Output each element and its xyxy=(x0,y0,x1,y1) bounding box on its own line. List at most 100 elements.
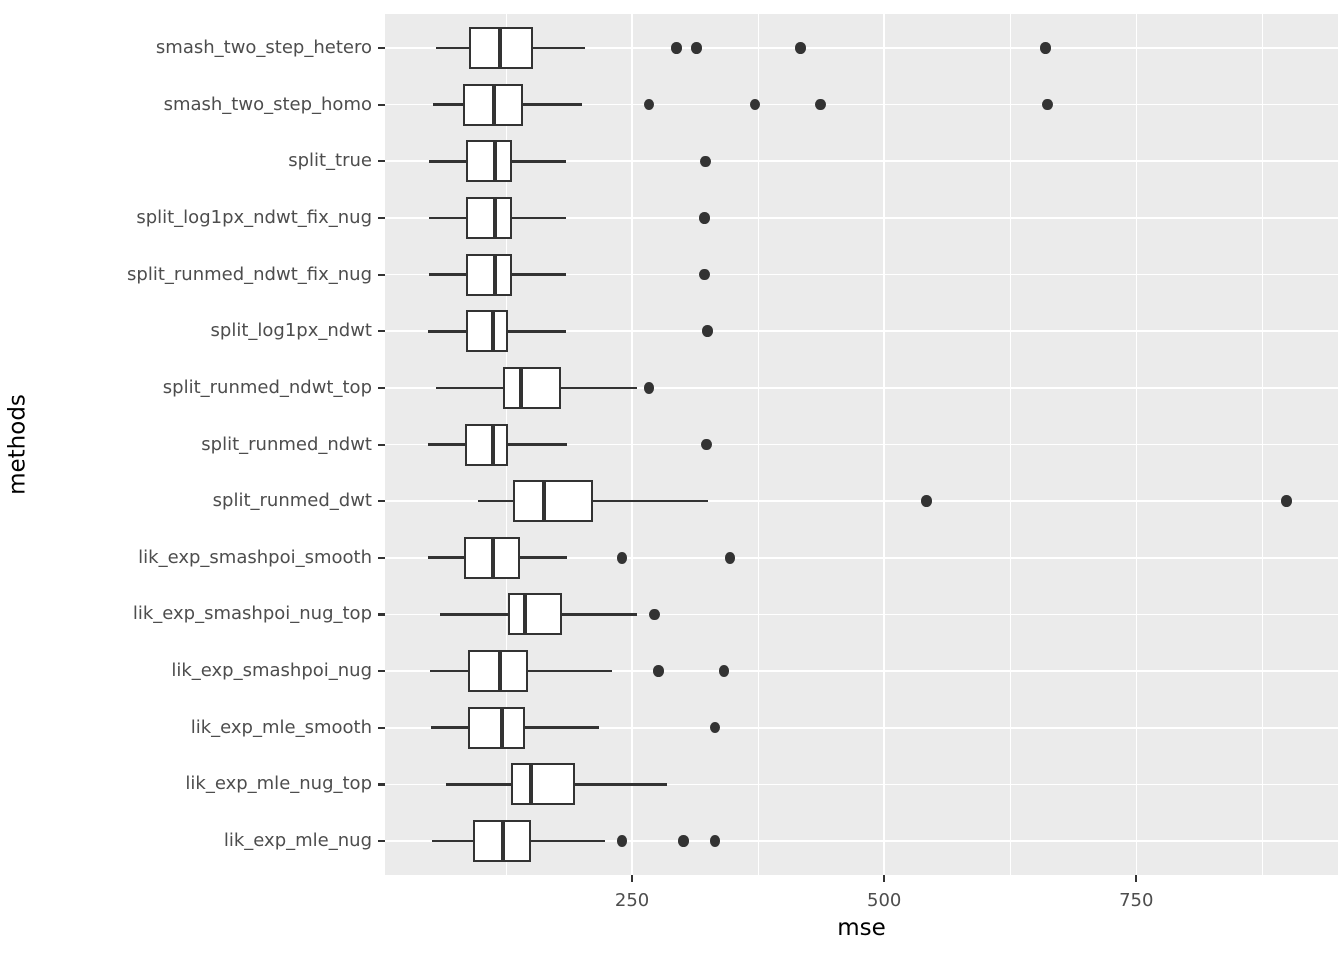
y-axis-category-label: smash_two_step_hetero xyxy=(155,36,372,58)
boxplot-box xyxy=(465,310,509,353)
boxplot-box xyxy=(508,593,563,636)
boxplot-lower-whisker xyxy=(429,273,466,276)
boxplot-outlier-point xyxy=(921,495,932,507)
boxplot-upper-whisker xyxy=(520,556,567,560)
boxplot-outlier-point xyxy=(643,98,655,111)
y-axis-category-label: split_runmed_ndwt_top xyxy=(162,376,372,398)
boxplot-box xyxy=(513,480,593,523)
y-major-gridline xyxy=(385,103,1338,106)
boxplot-upper-whisker xyxy=(512,159,566,163)
boxplot-upper-whisker xyxy=(508,329,566,333)
boxplot-upper-whisker xyxy=(533,46,585,50)
boxplot-median-line xyxy=(491,83,496,126)
boxplot-median-line xyxy=(490,536,495,579)
boxplot-lower-whisker xyxy=(428,329,466,333)
y-axis-tick-mark xyxy=(378,840,385,843)
y-major-gridline xyxy=(385,443,1338,446)
boxplot-outlier-point xyxy=(795,42,806,54)
y-major-gridline xyxy=(385,217,1338,219)
y-axis-category-label: lik_exp_mle_smooth xyxy=(190,716,372,738)
y-axis-tick-mark xyxy=(378,330,385,333)
boxplot-upper-whisker xyxy=(592,499,708,503)
boxplot-lower-whisker xyxy=(440,613,509,616)
boxplot-outlier-point xyxy=(701,438,712,451)
boxplot-upper-whisker xyxy=(562,613,638,616)
boxplot-outlier-point xyxy=(749,98,761,111)
boxplot-lower-whisker xyxy=(429,159,466,163)
y-major-gridline xyxy=(385,500,1338,502)
plot-panel xyxy=(385,14,1338,875)
boxplot-lower-whisker xyxy=(432,839,473,843)
boxplot-outlier-point xyxy=(718,665,730,677)
boxplot-outlier-point xyxy=(653,665,664,677)
boxplot-lower-whisker xyxy=(430,669,468,673)
boxplot-outlier-point xyxy=(678,835,689,847)
boxplot-median-line xyxy=(490,423,495,466)
boxplot-median-line xyxy=(499,706,504,749)
x-axis-tick-mark xyxy=(630,875,634,882)
boxplot-outlier-point xyxy=(702,325,713,337)
boxplot-outlier-point xyxy=(671,42,682,54)
y-major-gridline xyxy=(385,160,1338,163)
y-axis-tick-mark xyxy=(378,726,385,729)
x-axis-tick-mark xyxy=(883,875,886,882)
boxplot-lower-whisker xyxy=(433,103,463,106)
x-axis-tick-mark xyxy=(1135,875,1138,882)
y-axis-title: methods xyxy=(4,393,31,495)
y-axis-category-label: split_runmed_ndwt_fix_nug xyxy=(127,263,372,285)
y-axis-category-label: split_log1px_ndwt xyxy=(210,320,372,342)
boxplot-outlier-point xyxy=(649,608,660,621)
boxplot-outlier-point xyxy=(709,835,721,847)
y-major-gridline xyxy=(385,47,1338,49)
y-axis-category-label: lik_exp_mle_nug_top xyxy=(185,773,372,795)
boxplot-box xyxy=(465,196,513,239)
y-major-gridline xyxy=(385,783,1338,786)
y-axis-tick-mark xyxy=(378,500,385,503)
boxplot-box xyxy=(467,706,526,749)
boxplot-box xyxy=(465,253,513,296)
boxplot-outlier-point xyxy=(616,835,628,847)
boxplot-median-line xyxy=(519,366,524,409)
boxplot-median-line xyxy=(523,593,528,636)
boxplot-box xyxy=(464,423,509,466)
y-axis-tick-mark xyxy=(378,103,385,106)
x-axis-tick-label: 250 xyxy=(614,890,650,911)
y-axis-category-label: split_true xyxy=(288,150,372,172)
boxplot-lower-whisker xyxy=(445,783,512,786)
boxplot-lower-whisker xyxy=(477,499,514,503)
boxplot-box xyxy=(511,763,575,806)
boxplot-outlier-point xyxy=(691,42,702,54)
x-axis-tick-label: 500 xyxy=(867,890,902,911)
boxplot-upper-whisker xyxy=(523,103,582,106)
boxplot-outlier-point xyxy=(643,382,655,394)
y-axis-tick-mark xyxy=(378,273,385,276)
boxplot-median-line xyxy=(542,480,547,523)
boxplot-upper-whisker xyxy=(525,726,599,730)
boxplot-outlier-point xyxy=(724,552,736,564)
boxplot-outlier-point xyxy=(1042,98,1053,111)
y-major-gridline xyxy=(385,726,1338,729)
y-axis-category-label: lik_exp_smashpoi_nug xyxy=(171,660,372,682)
y-axis-tick-mark xyxy=(378,670,385,673)
y-axis-category-label: lik_exp_smashpoi_nug_top xyxy=(132,603,372,625)
y-major-gridline xyxy=(385,840,1338,842)
boxplot-median-line xyxy=(529,763,534,806)
boxplot-outlier-point xyxy=(1040,42,1051,54)
y-axis-category-label: split_runmed_dwt xyxy=(212,490,372,512)
x-axis-tick-label: 750 xyxy=(1119,890,1154,911)
y-major-gridline xyxy=(385,330,1338,332)
boxplot-median-line xyxy=(492,196,497,239)
y-axis-category-label: split_runmed_ndwt xyxy=(201,433,372,455)
boxplot-median-line xyxy=(492,253,497,296)
boxplot-lower-whisker xyxy=(428,556,464,560)
boxplot-box xyxy=(467,650,529,693)
y-major-gridline xyxy=(385,273,1338,276)
boxplot-lower-whisker xyxy=(436,46,469,50)
y-axis-tick-mark xyxy=(378,386,385,390)
boxplot-lower-whisker xyxy=(436,386,503,390)
boxplot-median-line xyxy=(497,26,502,69)
x-axis-title: mse xyxy=(837,915,886,941)
y-major-gridline xyxy=(385,670,1338,672)
y-axis-tick-mark xyxy=(378,783,385,786)
